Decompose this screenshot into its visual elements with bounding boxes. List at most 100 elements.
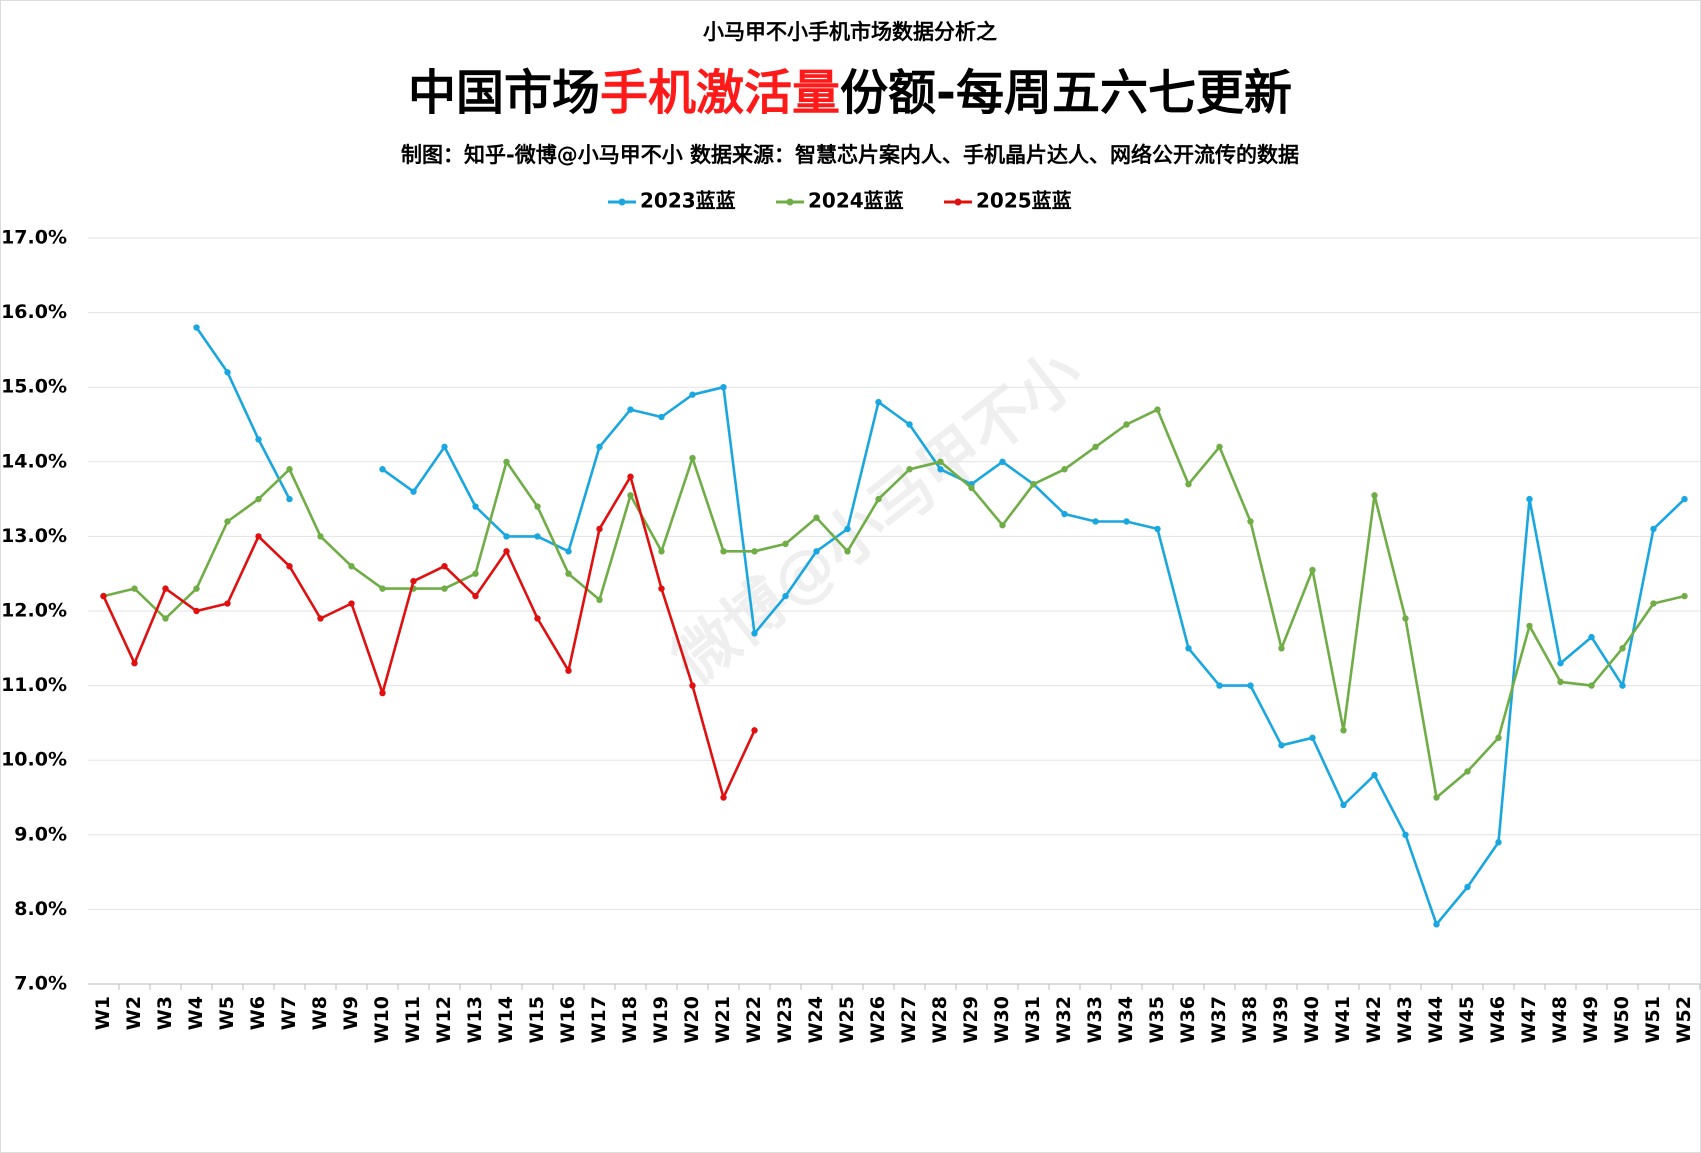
x-tick-label: W13 <box>464 996 486 1043</box>
point <box>565 570 572 577</box>
point <box>1340 801 1347 809</box>
point <box>1681 495 1688 503</box>
point <box>999 458 1006 465</box>
point <box>534 533 541 540</box>
point <box>1092 518 1099 525</box>
point <box>472 503 479 510</box>
point <box>255 533 262 540</box>
point <box>193 607 200 615</box>
x-tick-label: W28 <box>929 996 951 1043</box>
point <box>1371 771 1378 779</box>
point <box>534 503 541 510</box>
series-line <box>102 475 756 799</box>
point <box>937 458 944 465</box>
point <box>1278 645 1285 652</box>
point <box>1247 518 1254 525</box>
x-tick-label: W27 <box>898 996 920 1043</box>
point <box>1495 839 1502 846</box>
x-tick-label: W33 <box>1084 996 1106 1043</box>
x-tick-label: W6 <box>247 996 269 1030</box>
point <box>131 660 138 667</box>
point <box>1340 727 1347 734</box>
point <box>472 592 479 600</box>
point <box>1681 592 1688 600</box>
y-tick-label: 15.0% <box>1 376 67 398</box>
point <box>1309 734 1316 742</box>
point <box>1216 443 1223 451</box>
x-tick-label: W14 <box>495 996 517 1043</box>
point <box>627 492 634 499</box>
point <box>224 600 231 607</box>
x-tick-label: W11 <box>402 996 424 1043</box>
x-tick-label: W1 <box>92 996 114 1030</box>
point <box>503 533 510 540</box>
point <box>1123 518 1130 525</box>
y-tick-label: 10.0% <box>1 749 67 771</box>
point <box>1185 480 1192 488</box>
point <box>348 600 355 607</box>
title-part: 手机激活量 <box>600 65 840 121</box>
point <box>689 682 696 689</box>
x-tick-label: W46 <box>1487 996 1509 1043</box>
point <box>503 458 510 465</box>
point <box>286 466 293 473</box>
x-tick-label: W32 <box>1053 996 1075 1043</box>
legend-label: 2024蓝蓝 <box>808 189 904 213</box>
x-tick-label: W31 <box>1022 996 1044 1043</box>
legend-marker <box>786 198 794 206</box>
point <box>627 406 634 413</box>
point <box>596 525 603 533</box>
x-tick-label: W52 <box>1673 996 1695 1043</box>
point <box>906 421 913 428</box>
point <box>751 548 758 555</box>
x-tick-label: W18 <box>619 996 641 1043</box>
x-tick-label: W7 <box>278 996 300 1030</box>
point <box>720 384 727 391</box>
point <box>1402 831 1409 838</box>
x-tick-label: W2 <box>123 996 145 1030</box>
point <box>813 514 820 521</box>
point <box>472 570 479 577</box>
point <box>255 436 262 443</box>
point <box>689 391 696 398</box>
point <box>286 495 293 503</box>
point <box>658 413 665 421</box>
point <box>131 585 138 592</box>
point <box>813 548 820 555</box>
point <box>689 454 696 462</box>
point <box>441 563 448 570</box>
point <box>1402 615 1409 622</box>
point <box>1123 421 1130 428</box>
legend-marker <box>954 198 962 206</box>
y-tick-label: 17.0% <box>1 227 67 249</box>
x-tick-label: W26 <box>867 996 889 1043</box>
x-tick-label: W45 <box>1456 996 1478 1043</box>
point <box>565 548 572 555</box>
x-tick-label: W8 <box>309 996 331 1030</box>
point <box>1061 510 1068 518</box>
point <box>1588 633 1595 641</box>
x-tick-label: W50 <box>1611 996 1633 1043</box>
x-tick-label: W22 <box>743 996 765 1043</box>
point <box>1495 734 1502 742</box>
x-tick-label: W24 <box>805 996 827 1043</box>
subtitle: 制图：知乎-微博@小马甲不小 数据来源：智慧芯片案内人、手机晶片达人、网络公开流… <box>401 143 1299 167</box>
x-tick-label: W30 <box>991 996 1013 1043</box>
point <box>1464 883 1471 891</box>
point <box>720 548 727 555</box>
legend-label: 2023蓝蓝 <box>640 189 736 213</box>
x-tick-label: W20 <box>681 996 703 1043</box>
point <box>379 689 386 697</box>
x-tick-label: W29 <box>960 996 982 1043</box>
point <box>906 466 913 473</box>
title-part: 中国市场 <box>408 65 600 121</box>
point <box>441 443 448 451</box>
point <box>1433 921 1440 928</box>
x-tick-label: W9 <box>340 996 362 1030</box>
point <box>875 495 882 503</box>
point <box>627 473 634 480</box>
point <box>317 533 324 540</box>
point <box>193 324 200 331</box>
x-tick-label: W35 <box>1146 996 1168 1043</box>
